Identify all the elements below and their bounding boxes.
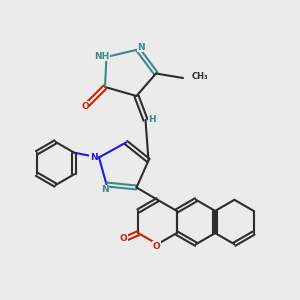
Text: N: N — [90, 153, 98, 162]
Text: NH: NH — [94, 52, 109, 61]
Text: H: H — [148, 116, 156, 124]
Text: O: O — [81, 102, 89, 111]
Text: O: O — [152, 242, 160, 251]
Text: N: N — [101, 185, 109, 194]
Text: CH₃: CH₃ — [192, 72, 208, 81]
Text: N: N — [137, 43, 145, 52]
Text: O: O — [120, 234, 128, 243]
